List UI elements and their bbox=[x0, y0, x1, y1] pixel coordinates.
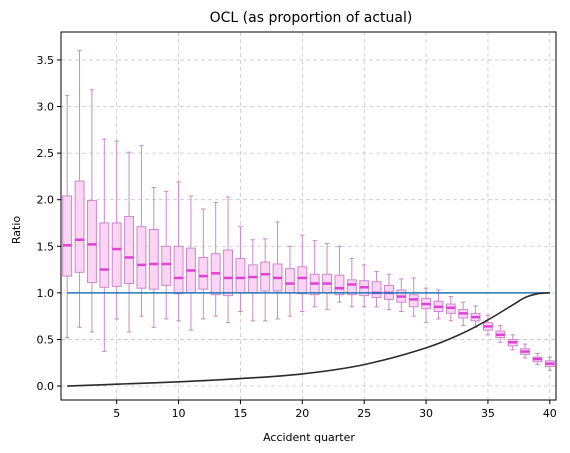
box-21 bbox=[309, 240, 320, 308]
box-body bbox=[346, 279, 357, 296]
box-20 bbox=[297, 234, 308, 312]
box-14 bbox=[223, 196, 234, 324]
x-tick-label: 20 bbox=[295, 407, 309, 420]
chart-title: OCL (as proportion of actual) bbox=[210, 10, 413, 26]
box-13 bbox=[210, 201, 221, 317]
box-5 bbox=[111, 140, 122, 320]
box-15 bbox=[235, 226, 246, 312]
box-3 bbox=[86, 89, 97, 333]
box-11 bbox=[185, 195, 196, 331]
box-33 bbox=[458, 301, 469, 326]
box-body bbox=[148, 229, 159, 290]
box-series bbox=[62, 50, 555, 371]
box-body bbox=[408, 294, 419, 308]
y-tick-label: 2.0 bbox=[37, 194, 55, 207]
box-body bbox=[198, 256, 209, 290]
box-body bbox=[124, 215, 135, 285]
box-38 bbox=[520, 343, 531, 359]
box-32 bbox=[445, 296, 456, 322]
box-4 bbox=[99, 138, 110, 353]
box-body bbox=[284, 268, 295, 294]
y-tick-label: 0.5 bbox=[37, 333, 55, 346]
y-tick-label: 0.0 bbox=[37, 380, 55, 393]
y-tick-label: 3.0 bbox=[37, 101, 55, 114]
x-tick-label: 10 bbox=[172, 407, 186, 420]
box-body bbox=[334, 274, 345, 296]
axis-ticks: 5 10 15 20 25 30 35 40 0.0 0.5 1.0 1.5 2.0 2.5 3.0 3.5 bbox=[37, 54, 557, 420]
x-tick-label: 40 bbox=[543, 407, 557, 420]
x-axis-label: Accident quarter bbox=[263, 431, 355, 444]
y-axis-label: Ratio bbox=[10, 216, 23, 245]
box-31 bbox=[433, 289, 444, 320]
box-19 bbox=[284, 245, 295, 317]
x-tick-label: 30 bbox=[419, 407, 433, 420]
x-tick-label: 35 bbox=[481, 407, 495, 420]
box-body bbox=[297, 266, 308, 295]
box-27 bbox=[383, 273, 394, 311]
y-tick-label: 1.0 bbox=[37, 287, 55, 300]
box-34 bbox=[470, 305, 481, 328]
box-22 bbox=[322, 242, 333, 311]
box-7 bbox=[136, 145, 147, 317]
box-8 bbox=[148, 187, 159, 328]
box-body bbox=[74, 180, 85, 273]
box-24 bbox=[346, 257, 357, 308]
box-body bbox=[371, 281, 382, 299]
box-40 bbox=[544, 356, 555, 371]
box-36 bbox=[495, 324, 506, 343]
box-6 bbox=[124, 151, 135, 333]
proportion-curve bbox=[67, 292, 550, 387]
box-9 bbox=[161, 190, 172, 320]
x-tick-label: 5 bbox=[113, 407, 120, 420]
y-tick-label: 2.5 bbox=[37, 147, 55, 160]
box-body bbox=[111, 222, 122, 287]
box-2 bbox=[74, 50, 85, 328]
box-16 bbox=[247, 239, 258, 322]
box-body bbox=[173, 245, 184, 295]
box-26 bbox=[371, 270, 382, 308]
box-29 bbox=[408, 277, 419, 317]
box-body bbox=[136, 226, 147, 289]
x-tick-label: 15 bbox=[233, 407, 247, 420]
box-body bbox=[161, 245, 172, 286]
box-body bbox=[62, 195, 73, 277]
box-body bbox=[99, 222, 110, 288]
x-tick-label: 25 bbox=[357, 407, 371, 420]
y-tick-label: 3.5 bbox=[37, 54, 55, 67]
box-body bbox=[235, 257, 246, 294]
box-25 bbox=[359, 264, 370, 308]
box-18 bbox=[272, 221, 283, 320]
box-39 bbox=[532, 352, 543, 366]
box-body bbox=[86, 200, 97, 284]
box-28 bbox=[396, 278, 407, 312]
y-tick-label: 1.5 bbox=[37, 240, 55, 253]
line-series bbox=[67, 292, 550, 387]
box-1 bbox=[62, 94, 73, 339]
box-17 bbox=[260, 238, 271, 322]
gridlines bbox=[61, 32, 556, 400]
box-10 bbox=[173, 181, 184, 322]
box-body bbox=[223, 249, 234, 297]
box-body bbox=[247, 264, 258, 294]
box-37 bbox=[507, 334, 518, 351]
box-12 bbox=[198, 208, 209, 320]
box-35 bbox=[482, 314, 493, 336]
plot-frame bbox=[60, 31, 557, 401]
box-23 bbox=[334, 245, 345, 303]
box-body bbox=[260, 261, 271, 292]
